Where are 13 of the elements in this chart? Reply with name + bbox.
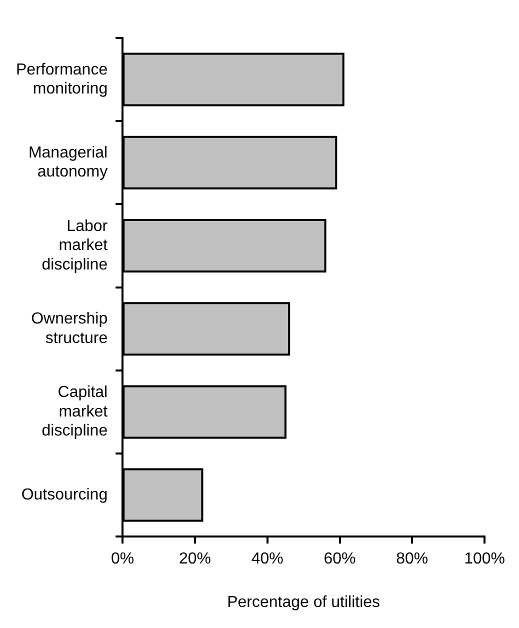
x-axis-title: Percentage of utilities <box>227 594 380 611</box>
y-tick-label: Ownership structure <box>31 310 108 347</box>
x-tick-label: 60% <box>324 550 356 568</box>
y-tick-label: Outsourcing <box>21 486 108 504</box>
x-tick-label: 100% <box>464 550 505 568</box>
x-tick-label: 80% <box>396 550 428 568</box>
x-tick-label: 40% <box>251 550 284 568</box>
x-tick-label: 20% <box>178 550 211 568</box>
x-tick-label: 0% <box>111 550 134 568</box>
y-tick-label: Performance monitoring <box>16 61 108 98</box>
y-tick-label: Capital market discipline <box>42 384 108 440</box>
y-tick-label: Managerial autonomy <box>28 144 108 181</box>
y-tick-label: Labor market discipline <box>42 218 108 274</box>
